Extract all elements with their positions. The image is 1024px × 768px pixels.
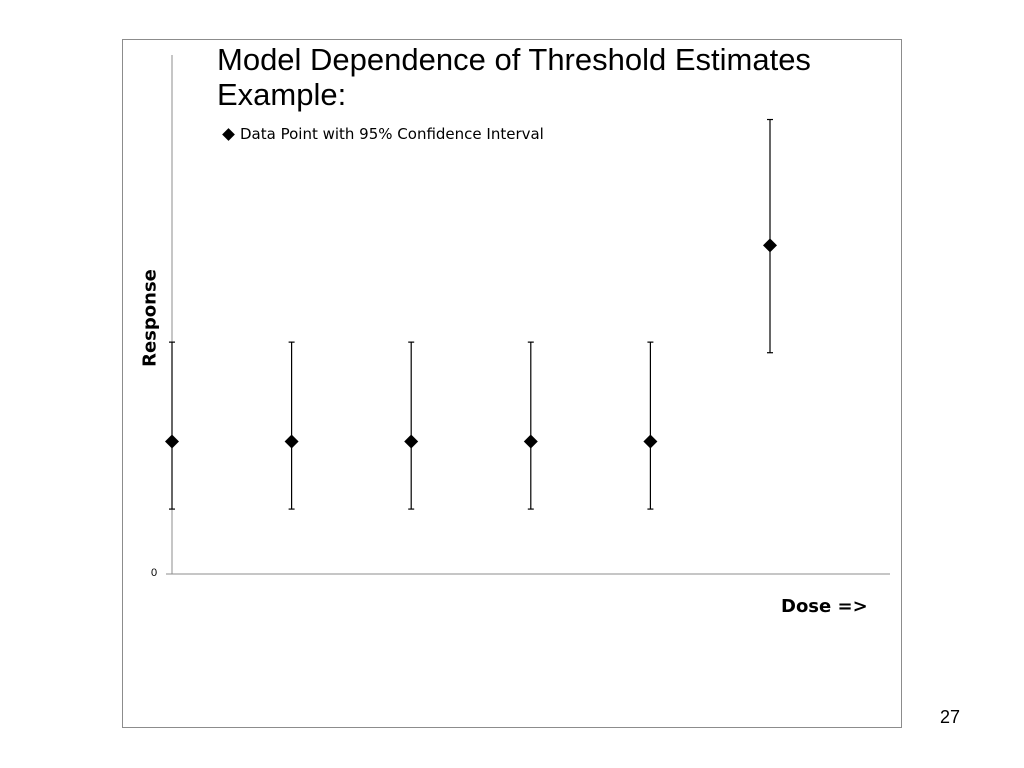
data-point [404, 434, 419, 449]
data-marks [165, 118, 777, 510]
data-point [523, 434, 538, 449]
data-point [165, 434, 179, 449]
chart-title: Model Dependence of Threshold Estimates … [217, 42, 897, 112]
page-number: 27 [940, 707, 961, 727]
x-axis-label: Dose => [781, 596, 868, 617]
data-point [763, 238, 777, 253]
data-point [284, 434, 299, 449]
data-point [643, 434, 658, 449]
chart-title-line: Model Dependence of Threshold Estimates [217, 42, 811, 77]
chart-legend: Data Point with 95% Confidence Interval [222, 125, 544, 143]
legend-label: Data Point with 95% Confidence Interval [240, 125, 544, 143]
slide-frame [122, 39, 902, 728]
y-tick-label: 0 [151, 567, 158, 579]
chart-subtitle: Example: [217, 77, 347, 112]
